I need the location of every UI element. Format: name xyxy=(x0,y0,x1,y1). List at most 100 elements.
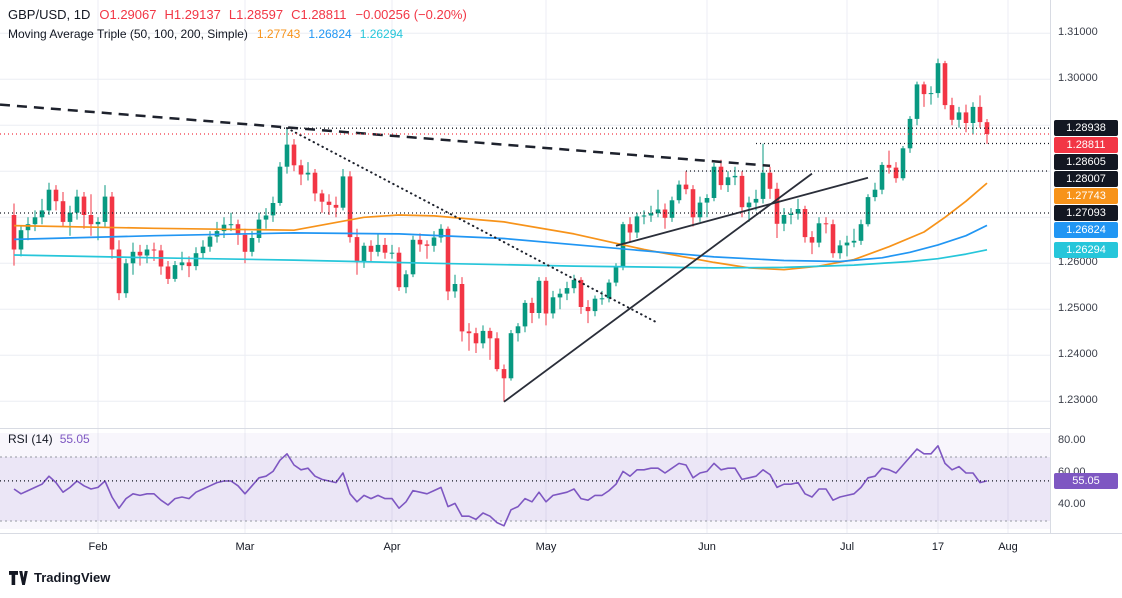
candle-body xyxy=(438,228,444,238)
candle-body xyxy=(844,242,850,246)
candle-body xyxy=(123,263,129,294)
price-badge: 1.26824 xyxy=(1054,222,1118,239)
rsi-title[interactable]: RSI (14) xyxy=(8,432,53,446)
time-axis-label: Feb xyxy=(88,541,108,553)
candle-body xyxy=(557,293,563,298)
candle-body xyxy=(564,288,570,294)
time-axis-label: Jul xyxy=(839,541,855,553)
trendline-dotted[interactable] xyxy=(286,127,659,325)
candle-body xyxy=(137,251,143,256)
candle-body xyxy=(46,189,52,211)
trendline-solid[interactable] xyxy=(503,172,813,403)
candle-body xyxy=(536,280,542,313)
candle-body xyxy=(480,330,486,344)
candle-body xyxy=(221,224,227,232)
candle-body xyxy=(403,274,409,288)
candle-body xyxy=(382,244,388,253)
candle-body xyxy=(81,196,87,215)
candle-body xyxy=(648,213,654,216)
price-badge: 1.27743 xyxy=(1054,188,1118,205)
candle-body xyxy=(935,63,941,94)
rsi-axis-label: 80.00 xyxy=(1058,434,1086,446)
ohlc-values: O1.29067 H1.29137 L1.28597 C1.28811 xyxy=(99,7,346,22)
candle-body xyxy=(578,279,584,307)
tradingview-logo[interactable]: TradingView xyxy=(9,570,110,585)
trendline-solid[interactable] xyxy=(615,176,869,247)
level-lines[interactable] xyxy=(0,127,1050,214)
ohlc-c: C1.28811 xyxy=(291,7,347,22)
candle-body xyxy=(921,84,927,95)
symbol-title[interactable]: GBP/USD, 1D xyxy=(8,7,91,22)
candle-body xyxy=(249,238,255,252)
candle-body xyxy=(466,331,472,334)
candle-body xyxy=(893,167,899,179)
rsi-value-badge: 55.05 xyxy=(1054,472,1118,489)
trendlines[interactable] xyxy=(0,103,869,403)
price-badge: 1.28811 xyxy=(1054,137,1118,154)
candle-body xyxy=(417,239,423,245)
time-axis-label: Jun xyxy=(698,541,716,553)
candle-body xyxy=(760,172,766,199)
candle-body xyxy=(228,224,234,226)
tradingview-logo-text: TradingView xyxy=(34,570,111,585)
candle-body xyxy=(529,302,535,313)
pane-separator[interactable] xyxy=(0,428,1122,429)
candle-body xyxy=(732,175,738,178)
candle-body xyxy=(634,216,640,233)
candle-body xyxy=(172,265,178,279)
ma-value-2: 1.26294 xyxy=(359,27,404,41)
rsi-legend: RSI (14) 55.05 xyxy=(8,432,90,446)
candle-body xyxy=(151,249,157,251)
candle-body xyxy=(487,330,493,339)
ma-100-line xyxy=(13,224,988,263)
candle-body xyxy=(473,333,479,344)
candle-body xyxy=(67,212,73,222)
candle-body xyxy=(410,239,416,275)
candle-body xyxy=(886,164,892,168)
candle-body xyxy=(515,326,521,334)
price-axis[interactable]: 1.31000 1.30000 1.26000 1.25000 1.24000 1.230… xyxy=(1050,0,1122,533)
candle-body xyxy=(368,245,374,252)
candle-body xyxy=(354,237,360,263)
candle-body xyxy=(711,166,717,198)
candle-body xyxy=(207,236,213,247)
candle-body xyxy=(851,240,857,243)
time-axis-label: Apr xyxy=(383,541,401,553)
candle-body xyxy=(718,166,724,186)
candle-body xyxy=(914,84,920,119)
candle-body xyxy=(585,307,591,312)
candle-body xyxy=(676,184,682,201)
candle-body xyxy=(641,215,647,217)
time-axis[interactable]: Feb Mar Apr May Jun Jul 17 Aug xyxy=(0,533,1122,563)
candle-body xyxy=(795,209,801,214)
candle-body xyxy=(32,217,38,225)
candle-body xyxy=(256,219,262,238)
candle-body xyxy=(977,106,983,123)
candle-body xyxy=(179,262,185,266)
candle-body xyxy=(144,249,150,256)
candle-body xyxy=(361,245,367,263)
candle-body xyxy=(298,165,304,175)
candle-body xyxy=(788,213,794,215)
rsi-line xyxy=(13,444,988,527)
candle-body xyxy=(270,203,276,216)
candle-body xyxy=(263,215,269,220)
candle-body xyxy=(683,184,689,190)
ma-indicator-title[interactable]: Moving Average Triple (50, 100, 200, Sim… xyxy=(8,27,248,41)
candle-body xyxy=(319,193,325,202)
time-axis-label: Aug xyxy=(998,541,1018,553)
candle-body xyxy=(340,176,346,208)
candle-body xyxy=(571,279,577,289)
candle-body xyxy=(781,215,787,224)
candle-body xyxy=(620,224,626,268)
price-badge: 1.28938 xyxy=(1054,120,1118,137)
trendline-dashed[interactable] xyxy=(0,103,771,168)
price-axis-label: 1.25000 xyxy=(1058,302,1098,315)
candle-body xyxy=(522,302,528,327)
rsi-value: 55.05 xyxy=(59,432,90,446)
candle-body xyxy=(284,144,290,167)
candle-body xyxy=(837,245,843,254)
price-axis-label: 1.31000 xyxy=(1058,26,1098,39)
